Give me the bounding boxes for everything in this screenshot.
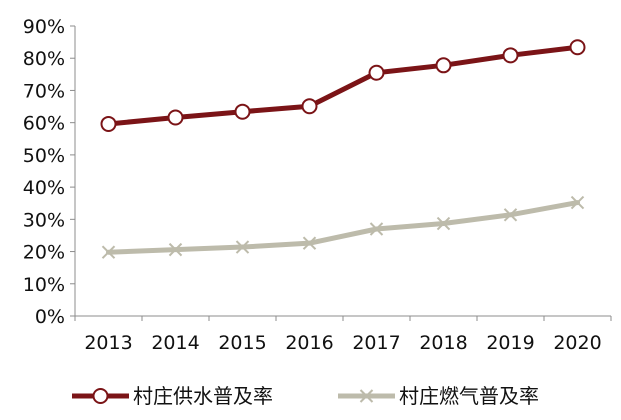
legend-label: 村庄燃气普及率 — [399, 384, 539, 408]
data-point-marker — [435, 57, 452, 74]
x-tick-label: 2020 — [553, 332, 601, 354]
legend-item-1: 村庄供水普及率 — [72, 384, 273, 408]
legend-label: 村庄供水普及率 — [133, 384, 273, 408]
data-point-marker — [502, 47, 519, 64]
data-point-marker — [369, 222, 384, 236]
data-point-marker — [235, 240, 250, 254]
series-1 — [100, 39, 586, 132]
chart-series-group — [100, 39, 586, 259]
data-point-marker — [503, 208, 518, 222]
y-tick-label: 10% — [23, 274, 65, 296]
legend-marker — [359, 389, 374, 403]
series-2 — [101, 195, 585, 259]
y-tick-label: 60% — [23, 113, 65, 135]
legend-marker — [92, 388, 109, 404]
x-tick-label: 2016 — [285, 332, 333, 354]
y-tick-label: 30% — [23, 209, 65, 231]
chart-axes: 0% 10% 20% 30% 40% 50% 60% 70% 80% 90% 2013 2014 201… — [23, 16, 612, 354]
series-line — [106, 200, 580, 255]
x-tick-label: 2015 — [218, 332, 266, 354]
y-tick-label: 80% — [23, 48, 65, 70]
data-point-marker — [101, 245, 116, 259]
data-point-marker — [570, 195, 585, 210]
data-point-marker — [368, 64, 385, 81]
x-tick-label: 2017 — [352, 332, 400, 354]
series-line — [106, 44, 580, 127]
y-tick-label: 70% — [23, 80, 65, 102]
y-tick-label: 0% — [35, 306, 65, 328]
data-point-marker — [302, 236, 317, 250]
data-point-marker — [301, 98, 318, 115]
y-tick-label: 20% — [23, 242, 65, 264]
x-tick-label: 2014 — [151, 332, 199, 354]
data-point-marker — [569, 39, 586, 56]
y-tick-label: 90% — [23, 16, 65, 38]
data-point-marker — [436, 216, 451, 231]
data-point-marker — [100, 115, 117, 132]
legend-item-2: 村庄燃气普及率 — [338, 384, 539, 408]
x-tick-label: 2019 — [486, 332, 534, 354]
y-tick-label: 40% — [23, 177, 65, 199]
data-point-marker — [168, 242, 183, 257]
data-point-marker — [234, 103, 251, 120]
y-tick-label: 50% — [23, 145, 65, 167]
chart-legend: 村庄供水普及率 村庄燃气普及率 — [72, 384, 539, 408]
x-tick-label: 2018 — [419, 332, 467, 354]
x-tick-label: 2013 — [84, 332, 132, 354]
data-point-marker — [167, 109, 184, 126]
